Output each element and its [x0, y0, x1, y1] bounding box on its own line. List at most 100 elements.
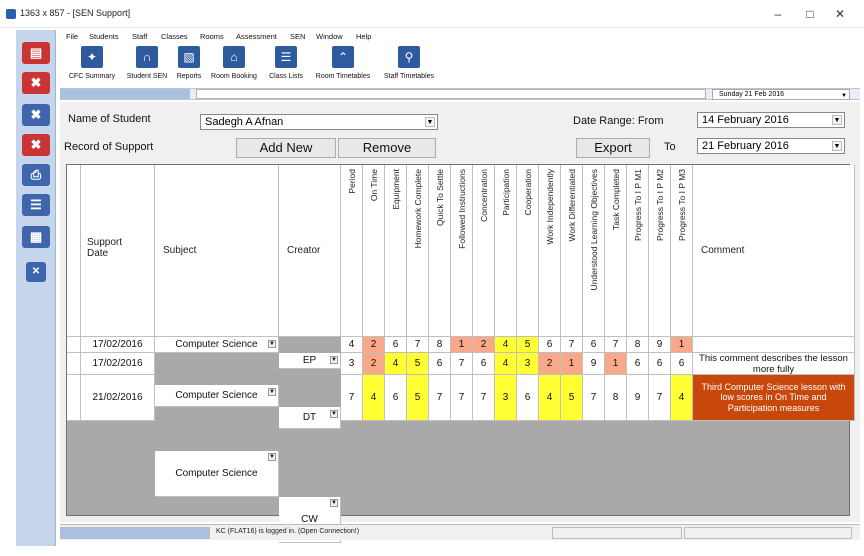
cell-score[interactable]: 3	[517, 353, 539, 375]
row-selector[interactable]	[67, 353, 81, 375]
cell-score[interactable]: 7	[407, 337, 429, 353]
cell-date[interactable]: 21/02/2016	[81, 375, 155, 421]
header-measure[interactable]: Progress To I P M2	[649, 165, 671, 337]
header-measure[interactable]: Participation	[495, 165, 517, 337]
header-measure[interactable]: On Time	[363, 165, 385, 337]
print-icon[interactable]: ⎙	[22, 164, 50, 186]
cell-score[interactable]: 8	[605, 375, 627, 421]
cell-score[interactable]: 7	[649, 375, 671, 421]
cell-score[interactable]: 7	[341, 375, 363, 421]
cell-score[interactable]: 5	[517, 337, 539, 353]
cell-score[interactable]: 2	[363, 353, 385, 375]
header-measure[interactable]: Quick To Settle	[429, 165, 451, 337]
cell-score[interactable]: 7	[561, 337, 583, 353]
cell-date[interactable]: 17/02/2016	[81, 337, 155, 353]
cell-score[interactable]: 1	[561, 353, 583, 375]
cell-score[interactable]: 2	[473, 337, 495, 353]
header-measure[interactable]: Homework Complete	[407, 165, 429, 337]
cell-score[interactable]: 6	[627, 353, 649, 375]
card-icon[interactable]: ▤	[22, 42, 50, 64]
cell-score[interactable]: 7	[473, 375, 495, 421]
cell-score[interactable]: 6	[671, 353, 693, 375]
cell-score[interactable]: 1	[671, 337, 693, 353]
cell-score[interactable]: 2	[363, 337, 385, 353]
dropdown-arrow-icon[interactable]: ▼	[330, 356, 338, 364]
cell-score[interactable]: 5	[407, 375, 429, 421]
menu-sen[interactable]: SEN	[290, 32, 306, 41]
cell-score[interactable]: 9	[627, 375, 649, 421]
header-measure[interactable]: Progress To I P M3	[671, 165, 693, 337]
staff-timetables-button[interactable]: ⚲ Staff Timetables	[378, 46, 440, 86]
room-booking-button[interactable]: ⌂ Room Booking	[206, 46, 262, 86]
cell-score[interactable]: 4	[363, 375, 385, 421]
add-new-button[interactable]: Add New	[236, 138, 336, 158]
minimize-button[interactable]: –	[774, 7, 782, 21]
close-panel-icon[interactable]: ✕	[26, 262, 46, 282]
dropdown-arrow-icon[interactable]: ▼	[268, 388, 276, 396]
cell-score[interactable]: 4	[671, 375, 693, 421]
header-measure[interactable]: Equipment	[385, 165, 407, 337]
cell-score[interactable]: 2	[539, 353, 561, 375]
cell-score[interactable]: 4	[495, 337, 517, 353]
cell-score[interactable]: 7	[451, 375, 473, 421]
grid-icon[interactable]: ▦	[22, 226, 50, 248]
menu-staff[interactable]: Staff	[132, 32, 148, 41]
menu-file[interactable]: File	[66, 32, 79, 41]
cell-score[interactable]: 5	[561, 375, 583, 421]
menu-assessment[interactable]: Assessment	[236, 32, 277, 41]
cell-score[interactable]: 4	[341, 337, 363, 353]
student-sen-button[interactable]: ∩ Student SEN	[122, 46, 172, 86]
header-creator[interactable]: Creator	[279, 165, 341, 337]
subject-select[interactable]: Computer Science ▼	[155, 451, 279, 497]
menu-classes[interactable]: Classes	[161, 32, 188, 41]
cell-score[interactable]: 1	[451, 337, 473, 353]
menu-students[interactable]: Students	[89, 32, 119, 41]
cell-score[interactable]: 6	[473, 353, 495, 375]
menu-help[interactable]: Help	[356, 32, 372, 41]
menu-window[interactable]: Window	[316, 32, 343, 41]
cell-score[interactable]: 8	[627, 337, 649, 353]
header-measure[interactable]: Work Independently	[539, 165, 561, 337]
cell-score[interactable]: 1	[605, 353, 627, 375]
cell-score[interactable]: 3	[341, 353, 363, 375]
cfc-summary-button[interactable]: ✦ CFC Summary	[64, 46, 120, 86]
header-measure[interactable]: Period	[341, 165, 363, 337]
row-selector[interactable]	[67, 337, 81, 353]
export-button[interactable]: Export	[576, 138, 650, 158]
header-measure[interactable]: Followed Instructions	[451, 165, 473, 337]
cell-score[interactable]: 6	[539, 337, 561, 353]
cell-score[interactable]: 6	[385, 337, 407, 353]
dropdown-arrow-icon[interactable]: ▼	[330, 410, 338, 418]
header-measure[interactable]: Understood Learning Objectives	[583, 165, 605, 337]
header-measure[interactable]: Work Differentiated	[561, 165, 583, 337]
cell-score[interactable]: 9	[583, 353, 605, 375]
cell-score[interactable]: 3	[495, 375, 517, 421]
reports-button[interactable]: ▧ Reports	[174, 46, 204, 86]
header-support-date[interactable]: Support Date	[81, 165, 155, 337]
subject-select[interactable]: Computer Science ▼	[155, 337, 279, 353]
room-timetables-button[interactable]: ⌃ Room Timetables	[310, 46, 376, 86]
delete-multiple-icon[interactable]: ✖	[22, 104, 50, 126]
cell-score[interactable]: 6	[649, 353, 671, 375]
cell-score[interactable]: 6	[583, 337, 605, 353]
cell-score[interactable]: 6	[385, 375, 407, 421]
header-measure[interactable]: Concentration	[473, 165, 495, 337]
cell-comment[interactable]: This comment describes the lesson more f…	[693, 353, 855, 375]
dropdown-arrow-icon[interactable]: ▼	[268, 453, 276, 461]
menu-rooms[interactable]: Rooms	[200, 32, 224, 41]
subject-select[interactable]: Computer Science ▼	[155, 385, 279, 407]
cell-comment[interactable]	[693, 337, 855, 353]
cell-score[interactable]: 4	[385, 353, 407, 375]
cell-score[interactable]: 9	[649, 337, 671, 353]
creator-select[interactable]: EP ▼	[279, 353, 341, 369]
header-measure[interactable]: Progress To I P M1	[627, 165, 649, 337]
cell-score[interactable]: 7	[583, 375, 605, 421]
cell-score[interactable]: 7	[451, 353, 473, 375]
current-date-dropdown[interactable]: Sunday 21 Feb 2016 ▼	[712, 89, 850, 100]
dropdown-arrow-icon[interactable]: ▼	[268, 340, 276, 348]
header-comment[interactable]: Comment	[693, 165, 855, 337]
header-subject[interactable]: Subject	[155, 165, 279, 337]
to-date-select[interactable]: 21 February 2016 ▼	[697, 138, 845, 154]
cell-score[interactable]: 6	[517, 375, 539, 421]
cell-score[interactable]: 8	[429, 337, 451, 353]
